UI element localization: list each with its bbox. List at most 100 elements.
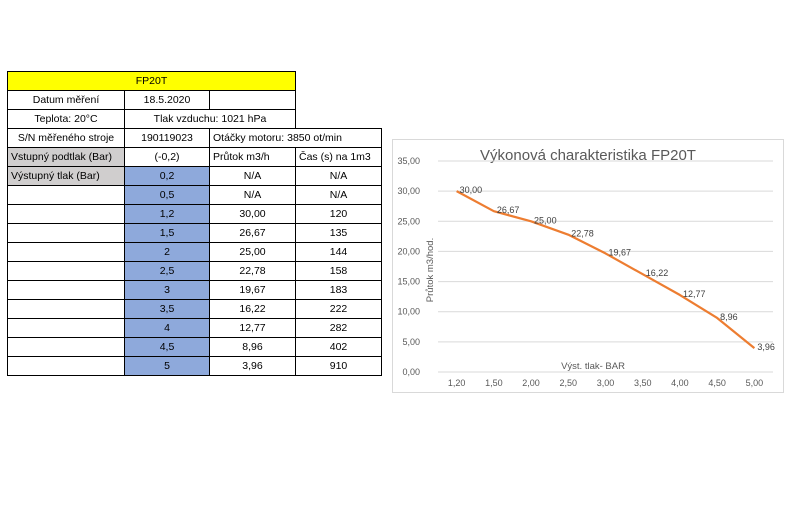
- empty-cell: [209, 90, 296, 110]
- table-row: 0,5 N/A N/A: [7, 185, 382, 205]
- y-tick-label: 25,00: [397, 216, 420, 226]
- data-label: 12,77: [683, 289, 706, 299]
- time-cell: 158: [295, 261, 382, 281]
- time-cell: 144: [295, 242, 382, 262]
- conditions-row: Teplota: 20°C Tlak vzduchu: 1021 hPa: [7, 109, 382, 129]
- empty-cell: [7, 280, 125, 300]
- data-label: 16,22: [646, 268, 669, 278]
- data-label: 8,96: [720, 312, 738, 322]
- empty-cell: [7, 204, 125, 224]
- x-tick-label: 3,00: [597, 378, 615, 388]
- empty-cell: [7, 337, 125, 357]
- empty-cell: [7, 185, 125, 205]
- table-row: 1,5 26,67 135: [7, 223, 382, 243]
- data-label: 22,78: [571, 229, 594, 239]
- empty-cell: [7, 223, 125, 243]
- input-vacuum-header: Vstupný podtlak (Bar): [7, 147, 125, 167]
- x-tick-label: 1,20: [448, 378, 466, 388]
- chart-canvas: Výkonová charakteristika FP20T 0,00 5,00 1…: [397, 147, 775, 388]
- output-pressure-header: Výstupný tlak (Bar): [7, 166, 125, 186]
- flow-cell: 26,67: [209, 223, 296, 243]
- pressure-cell: 1,2: [124, 204, 210, 224]
- time-cell: 183: [295, 280, 382, 300]
- table-row: 4 12,77 282: [7, 318, 382, 338]
- empty-cell: [7, 299, 125, 319]
- time-cell: 402: [295, 337, 382, 357]
- time-cell: N/A: [295, 185, 382, 205]
- pressure-cell: 4: [124, 318, 210, 338]
- table-row: 1,2 30,00 120: [7, 204, 382, 224]
- x-tick-label: 3,50: [634, 378, 652, 388]
- table-row: 5 3,96 910: [7, 356, 382, 376]
- x-tick-label: 5,00: [746, 378, 764, 388]
- performance-chart: Výkonová charakteristika FP20T 0,00 5,00 1…: [392, 139, 784, 393]
- time-cell: 910: [295, 356, 382, 376]
- serial-row: S/N měřeného stroje 190119023 Otáčky mot…: [7, 128, 382, 148]
- x-tick-label: 2,00: [522, 378, 540, 388]
- table-row: 2,5 22,78 158: [7, 261, 382, 281]
- y-tick-label: 5,00: [402, 337, 420, 347]
- pressure-cell: 5: [124, 356, 210, 376]
- pressure-cell: 3,5: [124, 299, 210, 319]
- flow-cell: 25,00: [209, 242, 296, 262]
- flow-cell: 16,22: [209, 299, 296, 319]
- x-tick-label: 4,00: [671, 378, 689, 388]
- y-tick-label: 10,00: [397, 307, 420, 317]
- empty-cell: [7, 318, 125, 338]
- time-cell: N/A: [295, 166, 382, 186]
- flow-cell: N/A: [209, 185, 296, 205]
- y-tick-label: 35,00: [397, 156, 420, 166]
- table-title: FP20T: [7, 71, 296, 91]
- empty-cell: [7, 242, 125, 262]
- data-label: 25,00: [534, 215, 557, 225]
- empty-cell: [7, 261, 125, 281]
- pressure-cell: 3: [124, 280, 210, 300]
- table-row: Výstupný tlak (Bar) 0,2 N/A N/A: [7, 166, 382, 186]
- flow-cell: 3,96: [209, 356, 296, 376]
- flow-cell: 22,78: [209, 261, 296, 281]
- time-cell: 222: [295, 299, 382, 319]
- serial-label: S/N měřeného stroje: [7, 128, 125, 148]
- pressure-cell: 2,5: [124, 261, 210, 281]
- time-cell: 282: [295, 318, 382, 338]
- y-tick-label: 20,00: [397, 246, 420, 256]
- y-axis-label: Průtok m3/hod.: [425, 238, 436, 302]
- flow-header: Průtok m3/h: [209, 147, 296, 167]
- data-label: 3,96: [757, 342, 775, 352]
- x-axis-label: Výst. tlak- BAR: [561, 361, 625, 372]
- flow-cell: 8,96: [209, 337, 296, 357]
- table-row: 3 19,67 183: [7, 280, 382, 300]
- air-pressure-label: Tlak vzduchu: 1021 hPa: [124, 109, 296, 129]
- pressure-cell: 0,5: [124, 185, 210, 205]
- table-row: 3,5 16,22 222: [7, 299, 382, 319]
- pressure-cell: 2: [124, 242, 210, 262]
- table-row: 4,5 8,96 402: [7, 337, 382, 357]
- data-label: 26,67: [497, 205, 520, 215]
- serial-value: 190119023: [124, 128, 210, 148]
- pressure-cell: 1,5: [124, 223, 210, 243]
- flow-cell: 12,77: [209, 318, 296, 338]
- measurement-table: FP20T Datum měření 18.5.2020 Teplota: 20…: [7, 71, 382, 376]
- input-vacuum-value: (-0,2): [124, 147, 210, 167]
- y-tick-label: 30,00: [397, 186, 420, 196]
- pressure-cell: 4,5: [124, 337, 210, 357]
- temperature-label: Teplota: 20°C: [7, 109, 125, 129]
- data-label: 30,00: [460, 185, 483, 195]
- y-tick-label: 0,00: [402, 367, 420, 377]
- data-label: 19,67: [609, 247, 632, 257]
- date-label: Datum měření: [7, 90, 125, 110]
- flow-cell: N/A: [209, 166, 296, 186]
- y-tick-label: 15,00: [397, 277, 420, 287]
- header-row: Vstupný podtlak (Bar) (-0,2) Průtok m3/h…: [7, 147, 382, 167]
- empty-cell: [7, 356, 125, 376]
- date-value: 18.5.2020: [124, 90, 210, 110]
- table-row: 2 25,00 144: [7, 242, 382, 262]
- date-row: Datum měření 18.5.2020: [7, 90, 382, 110]
- time-cell: 135: [295, 223, 382, 243]
- time-cell: 120: [295, 204, 382, 224]
- chart-title: Výkonová charakteristika FP20T: [480, 147, 696, 164]
- x-tick-label: 1,50: [485, 378, 503, 388]
- flow-cell: 30,00: [209, 204, 296, 224]
- pressure-cell: 0,2: [124, 166, 210, 186]
- x-tick-label: 4,50: [708, 378, 726, 388]
